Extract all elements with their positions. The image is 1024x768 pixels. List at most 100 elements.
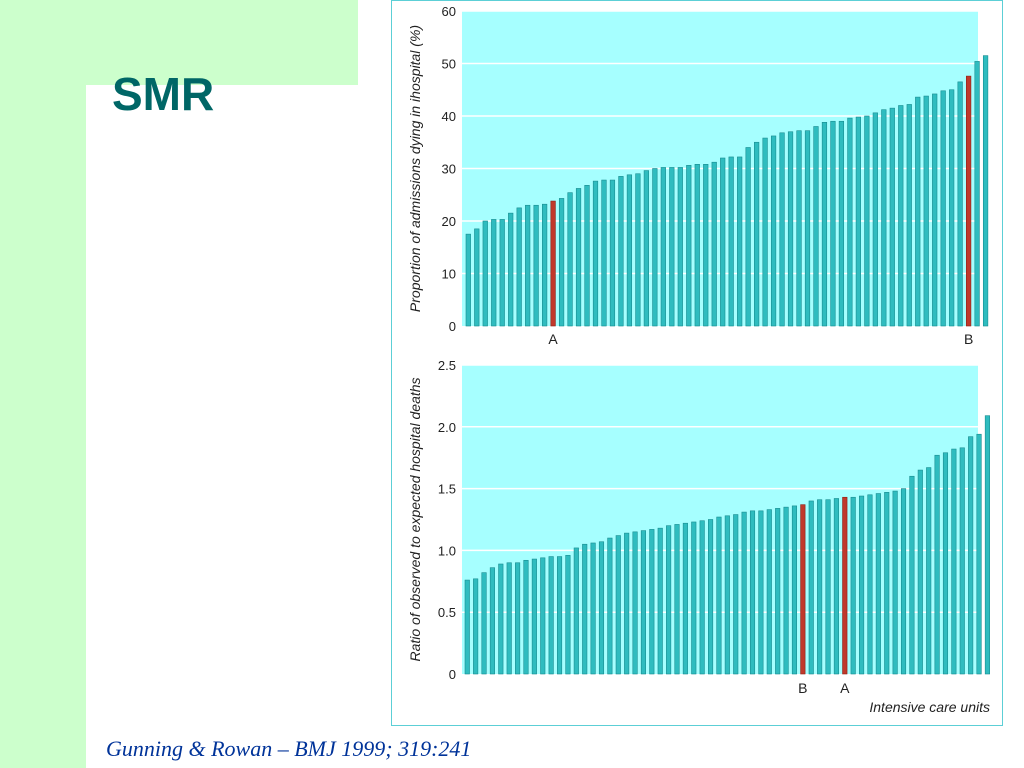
bottom-bar bbox=[758, 510, 764, 675]
bottom-bar bbox=[624, 532, 630, 675]
top-bar bbox=[906, 104, 912, 327]
bottom-bar bbox=[875, 493, 881, 675]
background-accent-left bbox=[0, 0, 86, 768]
bottom-bar bbox=[582, 543, 588, 675]
top-bar bbox=[770, 135, 777, 327]
top-bar bbox=[592, 180, 599, 327]
top-bar bbox=[694, 164, 700, 327]
top-bar bbox=[660, 167, 666, 327]
bottom-y-tick-label: 0 bbox=[449, 667, 456, 682]
top-bar bbox=[677, 167, 683, 327]
bottom-bar bbox=[481, 572, 487, 675]
bottom-bars bbox=[464, 415, 990, 675]
top-y-tick-label: 20 bbox=[442, 214, 456, 229]
top-bar bbox=[635, 173, 641, 327]
top-bar bbox=[643, 170, 649, 327]
bottom-x-axis-label: Intensive care units bbox=[869, 699, 990, 715]
top-bar bbox=[711, 161, 717, 327]
bottom-bar bbox=[900, 488, 907, 675]
top-y-tick-label: 0 bbox=[449, 319, 456, 334]
bottom-y-tick-label: 2.5 bbox=[438, 358, 456, 373]
bottom-bar bbox=[540, 557, 546, 675]
top-y-tick-label: 40 bbox=[442, 109, 456, 124]
bottom-bar bbox=[515, 562, 521, 675]
top-bar bbox=[762, 137, 768, 327]
bottom-bar bbox=[708, 519, 714, 675]
bottom-bar-highlight-a bbox=[842, 496, 848, 675]
top-bar bbox=[728, 156, 734, 327]
top-bar bbox=[821, 122, 828, 327]
top-bar bbox=[864, 115, 870, 327]
bottom-bar bbox=[749, 510, 756, 675]
top-bar bbox=[652, 168, 658, 327]
bottom-bar bbox=[573, 547, 579, 675]
top-bar bbox=[516, 207, 522, 327]
bottom-bar bbox=[691, 521, 697, 675]
bottom-bar bbox=[657, 527, 663, 675]
bottom-bar bbox=[489, 567, 495, 675]
top-bar bbox=[898, 105, 904, 327]
top-bar bbox=[737, 156, 743, 327]
top-bar bbox=[499, 219, 505, 327]
top-bar-highlight-a bbox=[550, 200, 556, 327]
top-bar bbox=[872, 112, 878, 327]
top-bar bbox=[626, 174, 633, 327]
top-bar bbox=[813, 126, 819, 327]
top-bar bbox=[804, 130, 811, 327]
bottom-bar bbox=[808, 500, 814, 675]
top-bar bbox=[855, 116, 861, 327]
slide-title: SMR bbox=[112, 68, 215, 120]
bottom-bar bbox=[523, 559, 529, 675]
top-bar bbox=[567, 192, 573, 327]
top-bar bbox=[491, 219, 497, 327]
top-y-tick-label: 50 bbox=[442, 57, 456, 72]
bottom-y-tick-label: 2.0 bbox=[438, 420, 456, 435]
top-bar bbox=[703, 164, 709, 327]
top-bar bbox=[974, 61, 980, 327]
bottom-bar bbox=[615, 535, 621, 675]
top-bar bbox=[542, 203, 548, 327]
top-bars bbox=[465, 55, 989, 327]
bottom-bar bbox=[733, 514, 739, 675]
top-bar-highlight-b bbox=[966, 75, 972, 327]
top-bar bbox=[957, 81, 963, 327]
bottom-gridlines bbox=[462, 364, 978, 613]
top-bar bbox=[720, 157, 726, 327]
top-y-tick-label: 10 bbox=[442, 267, 456, 282]
top-bar bbox=[949, 89, 955, 327]
bottom-bar bbox=[859, 495, 865, 675]
top-y-tick-label: 60 bbox=[442, 4, 456, 19]
top-bar bbox=[558, 198, 565, 327]
top-bar bbox=[618, 176, 624, 327]
citation: Gunning & Rowan – BMJ 1999; 319:241 bbox=[106, 736, 472, 761]
top-bar bbox=[940, 90, 946, 327]
top-bar bbox=[889, 107, 895, 327]
top-bar bbox=[686, 165, 692, 327]
top-bar bbox=[881, 109, 887, 327]
bottom-bar bbox=[649, 529, 655, 675]
top-highlight-label-b: B bbox=[964, 331, 973, 347]
bottom-bar bbox=[607, 537, 613, 675]
bottom-y-axis-label: Ratio of observed to expected hospital d… bbox=[407, 377, 423, 661]
top-bar bbox=[779, 132, 785, 327]
top-bar bbox=[525, 204, 531, 327]
top-y-tick-label: 30 bbox=[442, 162, 456, 177]
bottom-bar bbox=[825, 499, 831, 675]
bottom-bar bbox=[699, 520, 705, 675]
top-bar bbox=[609, 179, 616, 327]
top-bar bbox=[923, 95, 929, 327]
bottom-bar bbox=[724, 515, 730, 675]
bottom-bar bbox=[565, 555, 571, 675]
top-highlight-label-a: A bbox=[548, 331, 558, 347]
top-bar bbox=[787, 131, 794, 327]
bottom-bar bbox=[666, 525, 672, 675]
bottom-bar bbox=[783, 506, 789, 675]
top-bar bbox=[915, 96, 921, 327]
top-y-axis-label: Proportion of admissions dying in ihospi… bbox=[407, 25, 423, 312]
bottom-bar bbox=[506, 562, 512, 675]
top-bar bbox=[533, 204, 539, 327]
